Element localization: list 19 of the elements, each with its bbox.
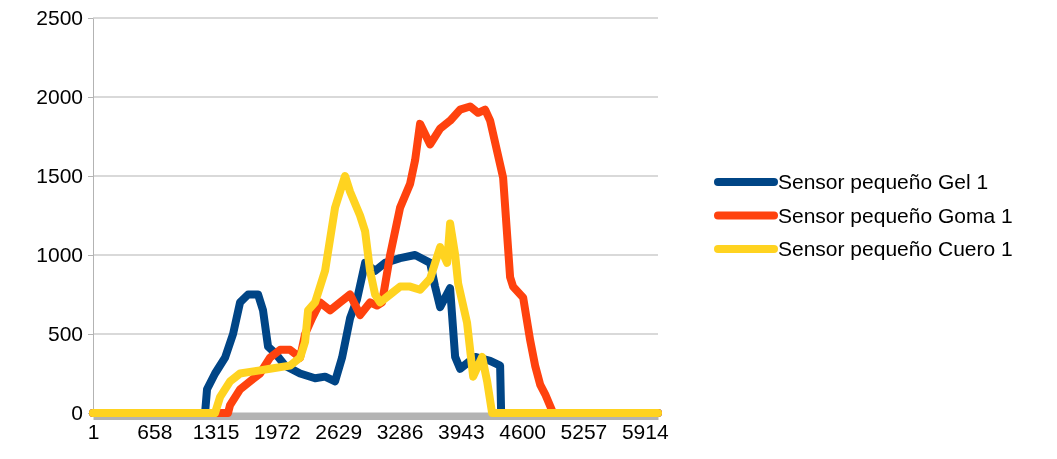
x-tick-label: 3286 [376, 420, 424, 444]
x-tick-label: 1972 [254, 420, 301, 444]
y-tick-label: 2000 [36, 85, 83, 109]
x-tick-label: 658 [137, 420, 173, 444]
x-tick-label: 1 [87, 420, 100, 444]
y-tick-label: 2500 [36, 6, 83, 30]
legend-label: Sensor pequeño Gel 1 [778, 170, 989, 194]
x-tick-label: 3943 [437, 420, 485, 444]
y-tick-label: 0 [71, 401, 83, 425]
x-tick-label: 5257 [560, 420, 608, 444]
y-tick-label: 1000 [36, 243, 83, 267]
x-tick-label: 5914 [621, 420, 669, 444]
y-tick-label: 500 [47, 322, 83, 346]
x-tick-label: 1315 [192, 420, 240, 444]
legend-label: Sensor pequeño Cuero 1 [778, 237, 1013, 261]
legend-label: Sensor pequeño Goma 1 [778, 203, 1013, 227]
x-tick-label: 4600 [499, 420, 546, 444]
y-tick-label: 1500 [36, 164, 83, 188]
x-tick-label: 2629 [315, 420, 363, 444]
